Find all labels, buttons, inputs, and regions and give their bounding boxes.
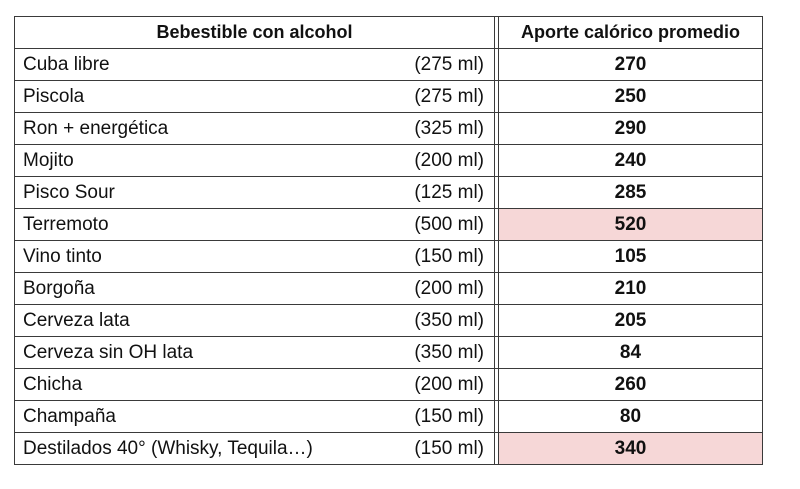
header-drink: Bebestible con alcohol xyxy=(14,16,495,49)
drink-volume: (500 ml) xyxy=(414,214,484,235)
table-row: Chicha (200 ml) 260 xyxy=(14,368,763,401)
drink-name: Piscola xyxy=(23,86,85,107)
drink-cell-content: Ron + energética (325 ml) xyxy=(23,114,486,144)
drink-volume: (325 ml) xyxy=(414,118,484,139)
drink-name: Destilados 40° (Whisky, Tequila…) xyxy=(23,438,313,459)
drink-cell: Cerveza sin OH lata (350 ml) xyxy=(14,336,495,369)
calorie-value: 240 xyxy=(498,144,763,177)
drink-cell-content: Terremoto (500 ml) xyxy=(23,210,486,240)
drink-cell: Terremoto (500 ml) xyxy=(14,208,495,241)
header-calories: Aporte calórico promedio xyxy=(498,16,763,49)
drink-volume: (200 ml) xyxy=(414,278,484,299)
table-row: Borgoña (200 ml) 210 xyxy=(14,272,763,305)
calorie-table: Bebestible con alcohol Aporte calórico p… xyxy=(14,16,763,465)
drink-volume: (150 ml) xyxy=(414,406,484,427)
drink-cell-content: Cerveza sin OH lata (350 ml) xyxy=(23,338,486,368)
calorie-value: 270 xyxy=(498,48,763,81)
drink-volume: (150 ml) xyxy=(414,438,484,459)
drink-cell-content: Cerveza lata (350 ml) xyxy=(23,306,486,336)
table-row: Cerveza lata (350 ml) 205 xyxy=(14,304,763,337)
drink-name: Terremoto xyxy=(23,214,109,235)
table-row: Cerveza sin OH lata (350 ml) 84 xyxy=(14,336,763,369)
drink-cell-content: Pisco Sour (125 ml) xyxy=(23,178,486,208)
drink-name: Cuba libre xyxy=(23,54,110,75)
calorie-value: 260 xyxy=(498,368,763,401)
drink-cell: Pisco Sour (125 ml) xyxy=(14,176,495,209)
calorie-value: 290 xyxy=(498,112,763,145)
drink-cell-content: Destilados 40° (Whisky, Tequila…) (150 m… xyxy=(23,434,486,464)
drink-cell: Vino tinto (150 ml) xyxy=(14,240,495,273)
drink-cell-content: Mojito (200 ml) xyxy=(23,146,486,176)
table-row: Destilados 40° (Whisky, Tequila…) (150 m… xyxy=(14,432,763,465)
calorie-value: 205 xyxy=(498,304,763,337)
calorie-table-container: Bebestible con alcohol Aporte calórico p… xyxy=(14,16,763,465)
table-header-row: Bebestible con alcohol Aporte calórico p… xyxy=(14,16,763,49)
drink-cell: Champaña (150 ml) xyxy=(14,400,495,433)
drink-cell: Piscola (275 ml) xyxy=(14,80,495,113)
table-body: Cuba libre (275 ml) 270 Piscola (275 ml)… xyxy=(14,48,763,465)
calorie-value: 340 xyxy=(498,432,763,465)
table-row: Mojito (200 ml) 240 xyxy=(14,144,763,177)
table-row: Terremoto (500 ml) 520 xyxy=(14,208,763,241)
drink-name: Cerveza sin OH lata xyxy=(23,342,194,363)
drink-cell-content: Champaña (150 ml) xyxy=(23,402,486,432)
drink-name: Cerveza lata xyxy=(23,310,130,331)
drink-volume: (350 ml) xyxy=(414,342,484,363)
drink-volume: (150 ml) xyxy=(414,246,484,267)
drink-cell-content: Vino tinto (150 ml) xyxy=(23,242,486,272)
table-row: Champaña (150 ml) 80 xyxy=(14,400,763,433)
drink-cell-content: Cuba libre (275 ml) xyxy=(23,50,486,80)
drink-volume: (200 ml) xyxy=(414,374,484,395)
drink-cell: Cuba libre (275 ml) xyxy=(14,48,495,81)
drink-cell: Cerveza lata (350 ml) xyxy=(14,304,495,337)
drink-name: Vino tinto xyxy=(23,246,102,267)
drink-volume: (275 ml) xyxy=(414,86,484,107)
drink-cell-content: Chicha (200 ml) xyxy=(23,370,486,400)
table-row: Piscola (275 ml) 250 xyxy=(14,80,763,113)
calorie-value: 210 xyxy=(498,272,763,305)
table-row: Vino tinto (150 ml) 105 xyxy=(14,240,763,273)
drink-name: Ron + energética xyxy=(23,118,169,139)
drink-cell: Ron + energética (325 ml) xyxy=(14,112,495,145)
calorie-value: 250 xyxy=(498,80,763,113)
drink-volume: (275 ml) xyxy=(414,54,484,75)
calorie-value: 105 xyxy=(498,240,763,273)
table-row: Pisco Sour (125 ml) 285 xyxy=(14,176,763,209)
drink-cell-content: Piscola (275 ml) xyxy=(23,82,486,112)
drink-volume: (350 ml) xyxy=(414,310,484,331)
table-row: Cuba libre (275 ml) 270 xyxy=(14,48,763,81)
drink-cell: Destilados 40° (Whisky, Tequila…) (150 m… xyxy=(14,432,495,465)
table-row: Ron + energética (325 ml) 290 xyxy=(14,112,763,145)
drink-cell: Mojito (200 ml) xyxy=(14,144,495,177)
calorie-value: 84 xyxy=(498,336,763,369)
drink-name: Mojito xyxy=(23,150,74,171)
drink-volume: (125 ml) xyxy=(414,182,484,203)
calorie-value: 80 xyxy=(498,400,763,433)
drink-name: Borgoña xyxy=(23,278,95,299)
calorie-value: 285 xyxy=(498,176,763,209)
drink-name: Champaña xyxy=(23,406,116,427)
drink-volume: (200 ml) xyxy=(414,150,484,171)
drink-cell: Chicha (200 ml) xyxy=(14,368,495,401)
drink-name: Chicha xyxy=(23,374,83,395)
drink-name: Pisco Sour xyxy=(23,182,115,203)
calorie-value: 520 xyxy=(498,208,763,241)
drink-cell-content: Borgoña (200 ml) xyxy=(23,274,486,304)
drink-cell: Borgoña (200 ml) xyxy=(14,272,495,305)
